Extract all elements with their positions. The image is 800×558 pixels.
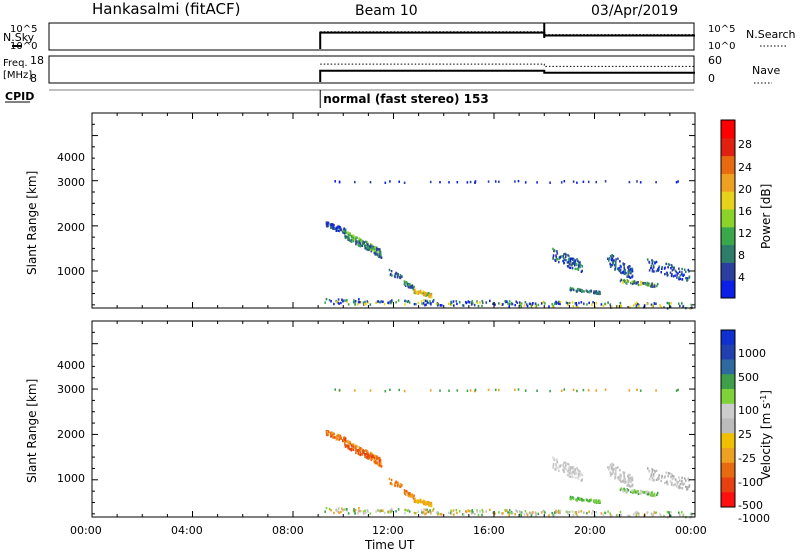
- power-cbar-tick-12: 12: [738, 227, 752, 240]
- vel-cbar-label: Velocity [m s-1]: [759, 390, 773, 480]
- nave-tick-bottom: 0: [708, 72, 715, 85]
- power-cbar-tick-20: 20: [738, 183, 752, 196]
- vel-cbar-tick-1000: 1000: [738, 347, 766, 360]
- time-tick-2400: 00:00: [675, 524, 707, 537]
- velocity-colorbar: [720, 329, 736, 508]
- cpid-label: CPID: [5, 90, 34, 103]
- time-tick-2000: 20:00: [574, 524, 606, 537]
- freq-line: [319, 69, 695, 83]
- power-cbar-tick-24: 24: [738, 161, 752, 174]
- vel-cbar-tick-100: 100: [738, 404, 759, 417]
- power-cbar-tick-8: 8: [738, 249, 745, 262]
- time-tick-0400: 04:00: [171, 524, 203, 537]
- power-ylabel: Slant Range [km]: [25, 171, 39, 275]
- freq-tick-top: 18: [30, 54, 44, 67]
- nsky-label: N.Sky: [3, 31, 35, 44]
- power-ytick-3000: 3000: [57, 176, 85, 189]
- vel-cbar-tick-m25: -25: [738, 452, 756, 465]
- velocity-data-cells: [324, 388, 693, 519]
- power-ytick-2000: 2000: [57, 221, 85, 234]
- nave-tick-top: 60: [708, 54, 722, 67]
- power-axis-ticks: [91, 112, 696, 308]
- freq-label: Freq.: [3, 58, 28, 69]
- time-tick-0000: 00:00: [70, 524, 102, 537]
- power-cbar-label: Power [dB]: [759, 184, 773, 249]
- freq-tick-bottom: 8: [30, 72, 37, 85]
- power-colorbar: [720, 119, 736, 299]
- vel-cbar-tick-m500: -500: [738, 499, 763, 512]
- freq-panel-frame: [48, 55, 695, 84]
- nsky-tick-bottom: 10^0: [10, 41, 37, 52]
- vel-cbar-tick-m1000: -1000: [738, 512, 770, 525]
- vel-ylabel: Slant Range [km]: [25, 379, 39, 483]
- power-panel-frame: [91, 112, 696, 309]
- time-tick-1200: 12:00: [372, 524, 404, 537]
- nsky-tick-top: 10^5: [10, 24, 37, 35]
- power-cbar-tick-16: 16: [738, 205, 752, 218]
- power-cbar-tick-4: 4: [738, 271, 745, 284]
- time-axis-label: Time UT: [364, 538, 415, 552]
- vel-cbar-label-main: Velocity [m s: [759, 403, 773, 480]
- vel-cbar-tick-25: 25: [738, 428, 752, 441]
- vel-ytick-2000: 2000: [57, 428, 85, 441]
- vel-cbar-tick-m100: -100: [738, 476, 763, 489]
- time-tick-0800: 08:00: [272, 524, 304, 537]
- power-ytick-4000: 4000: [57, 151, 85, 164]
- vel-cbar-tick-500: 500: [738, 371, 759, 384]
- nsearch-line: [320, 31, 695, 36]
- station-title: Hankasalmi (fitACF): [92, 0, 240, 18]
- nsearch-label: N.Search: [746, 28, 796, 41]
- vel-ytick-3000: 3000: [57, 383, 85, 396]
- power-cbar-tick-28: 28: [738, 138, 752, 151]
- vel-ytick-1000: 1000: [57, 472, 85, 485]
- vel-cbar-label-close: ]: [759, 390, 773, 395]
- cpid-value: normal (fast stereo) 153: [323, 92, 489, 106]
- time-tick-1600: 16:00: [473, 524, 505, 537]
- velocity-axis-ticks: [91, 320, 696, 517]
- freq-unit: [MHz]: [3, 70, 32, 81]
- vel-cbar-label-sup: -1: [759, 395, 768, 403]
- velocity-panel-frame: [91, 320, 696, 518]
- power-ytick-1000: 1000: [57, 265, 85, 278]
- nave-label: Nave: [752, 64, 780, 77]
- beam-title: Beam 10: [355, 3, 418, 19]
- date-title: 03/Apr/2019: [591, 3, 678, 19]
- nave-line: [320, 63, 695, 67]
- nsky-line: [319, 31, 695, 50]
- power-data-cells: [324, 179, 693, 310]
- nsearch-tick-bottom: 10^0: [708, 41, 735, 52]
- nsearch-tick-top: 10^5: [708, 24, 735, 35]
- vel-ytick-4000: 4000: [57, 359, 85, 372]
